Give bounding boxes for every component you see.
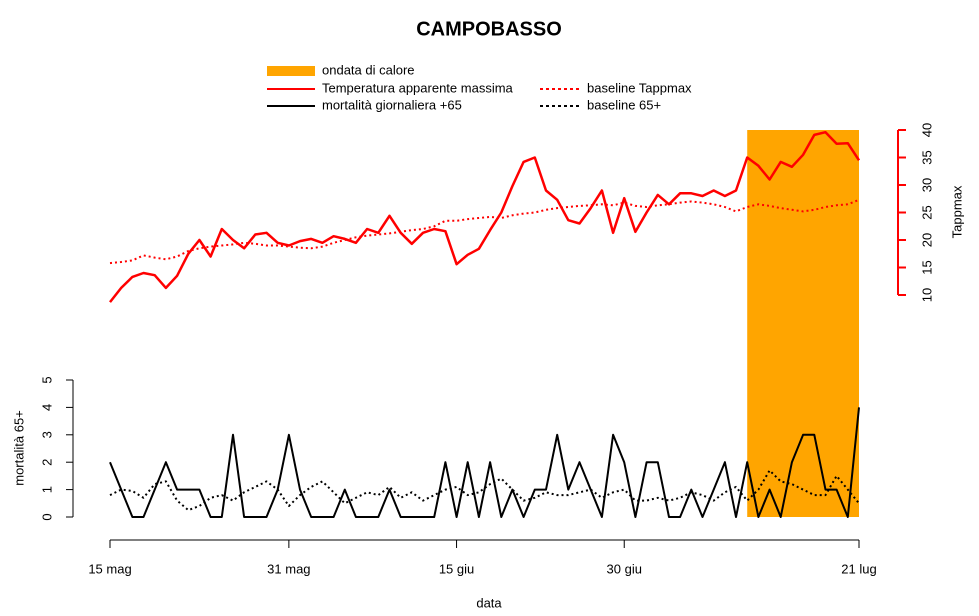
y2-tick-label: 35 (919, 150, 934, 164)
y-tick-label: 1 (39, 486, 54, 493)
y-tick-label: 2 (39, 459, 54, 466)
x-tick-label: 31 mag (267, 561, 310, 576)
y2-tick-label: 15 (919, 260, 934, 274)
y2-tick-label: 30 (919, 178, 934, 192)
y2-tick-label: 25 (919, 205, 934, 219)
legend-label: Temperatura apparente massima (322, 80, 514, 95)
y2-tick-label: 10 (919, 288, 934, 302)
y-tick-label: 5 (39, 376, 54, 383)
y2-tick-label: 20 (919, 233, 934, 247)
legend-label: mortalità giornaliera +65 (322, 97, 462, 112)
chart-title: CAMPOBASSO (416, 18, 562, 40)
x-tick-label: 30 giu (607, 561, 642, 576)
y-tick-label: 4 (39, 404, 54, 411)
y2-axis-label: Tappmax (949, 185, 964, 238)
legend-label: ondata di calore (322, 62, 415, 77)
heatwave-band (747, 130, 859, 517)
y2-tick-label: 40 (919, 123, 934, 137)
x-tick-label: 21 lug (841, 561, 876, 576)
x-tick-label: 15 giu (439, 561, 474, 576)
series-line (109, 407, 860, 518)
legend-swatch (267, 66, 315, 76)
x-axis-label: data (476, 595, 502, 610)
y-tick-label: 0 (39, 513, 54, 520)
legend-label: baseline Tappmax (587, 80, 692, 95)
series-line (109, 198, 860, 265)
x-tick-label: 15 mag (88, 561, 131, 576)
series-line (109, 130, 861, 303)
y-axis-label: mortalità 65+ (11, 410, 26, 486)
legend-label: baseline 65+ (587, 97, 661, 112)
y-tick-label: 3 (39, 431, 54, 438)
